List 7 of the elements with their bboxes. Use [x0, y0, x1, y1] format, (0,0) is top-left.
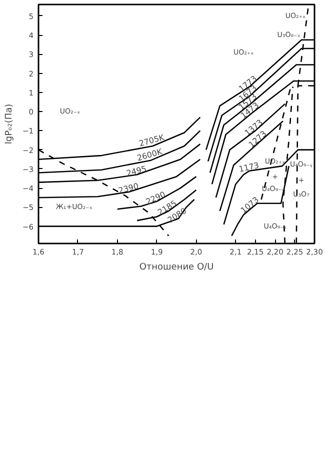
text: 2390	[118, 182, 140, 196]
text: 2495	[126, 164, 148, 178]
text: 2705K	[138, 132, 166, 148]
x-axis-title: Отношение O/U	[139, 262, 214, 272]
text: 2600K	[136, 146, 164, 163]
text: 1173	[238, 160, 260, 174]
y-axis-title: lgPₒ₂(Па)	[4, 104, 14, 144]
